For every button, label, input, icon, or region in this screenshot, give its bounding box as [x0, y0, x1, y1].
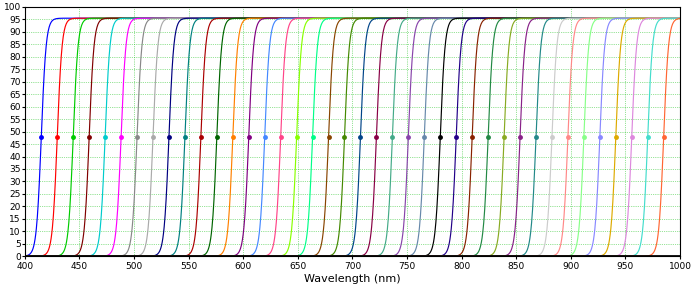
X-axis label: Wavelength (nm): Wavelength (nm): [304, 274, 401, 284]
